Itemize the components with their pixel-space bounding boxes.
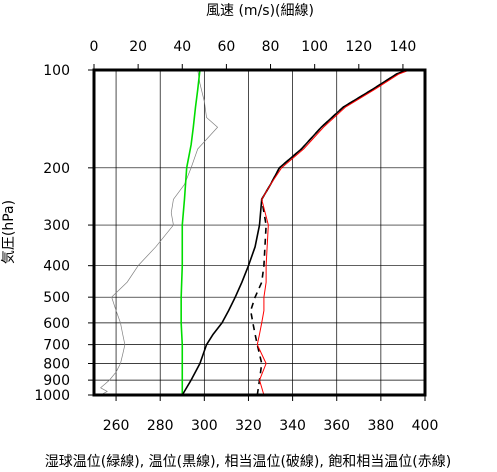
top-tick-label: 100 [301, 39, 328, 55]
bottom-tick-label: 340 [279, 418, 306, 434]
left-tick-label: 100 [43, 63, 70, 79]
bottom-tick-label: 320 [235, 418, 262, 434]
top-tick-label: 80 [262, 39, 280, 55]
series-line-saturated-equivalent-potential-temperature [256, 69, 411, 396]
bottom-tick-label: 380 [367, 418, 394, 434]
ticks: 0 20 40 60 80 100 120 140 260 280 300 320 340 360 380 4… [34, 39, 438, 434]
top-axis-title: 風速 (m/s)(細線) [206, 3, 314, 19]
top-tick-label: 20 [129, 39, 147, 55]
left-tick-label: 200 [43, 161, 70, 177]
series-group [100, 69, 411, 396]
left-tick-label: 600 [43, 316, 70, 332]
series-line-wet-bulb-potential-temperature [180, 69, 201, 396]
left-tick-label: 400 [43, 259, 70, 275]
left-tick-label: 1000 [34, 388, 70, 404]
plot-frame [92, 68, 427, 397]
top-tick-label: 0 [90, 39, 99, 55]
bottom-tick-label: 360 [323, 418, 350, 434]
left-tick-label: 700 [43, 338, 70, 354]
grid [94, 69, 426, 396]
left-tick-label: 500 [43, 290, 70, 306]
series-line-wind [100, 69, 218, 396]
bottom-tick-label: 280 [147, 418, 174, 434]
left-tick-label: 900 [43, 373, 70, 389]
bottom-tick-label: 260 [103, 418, 130, 434]
top-tick-label: 120 [345, 39, 372, 55]
top-tick-label: 140 [390, 39, 417, 55]
series-line-equivalent-potential-temperature [249, 69, 408, 396]
left-tick-label: 800 [43, 357, 70, 373]
left-axis-title: 気圧(hPa) [1, 200, 17, 264]
bottom-tick-label: 300 [191, 418, 218, 434]
left-tick-label: 300 [43, 218, 70, 234]
top-tick-label: 40 [173, 39, 191, 55]
top-tick-label: 60 [217, 39, 235, 55]
bottom-tick-label: 400 [412, 418, 439, 434]
chart-caption: 湿球温位(緑線), 温位(黒線), 相当温位(破線), 飽和相当温位(赤線) [45, 453, 451, 470]
series-line-potential-temperature [181, 69, 409, 396]
